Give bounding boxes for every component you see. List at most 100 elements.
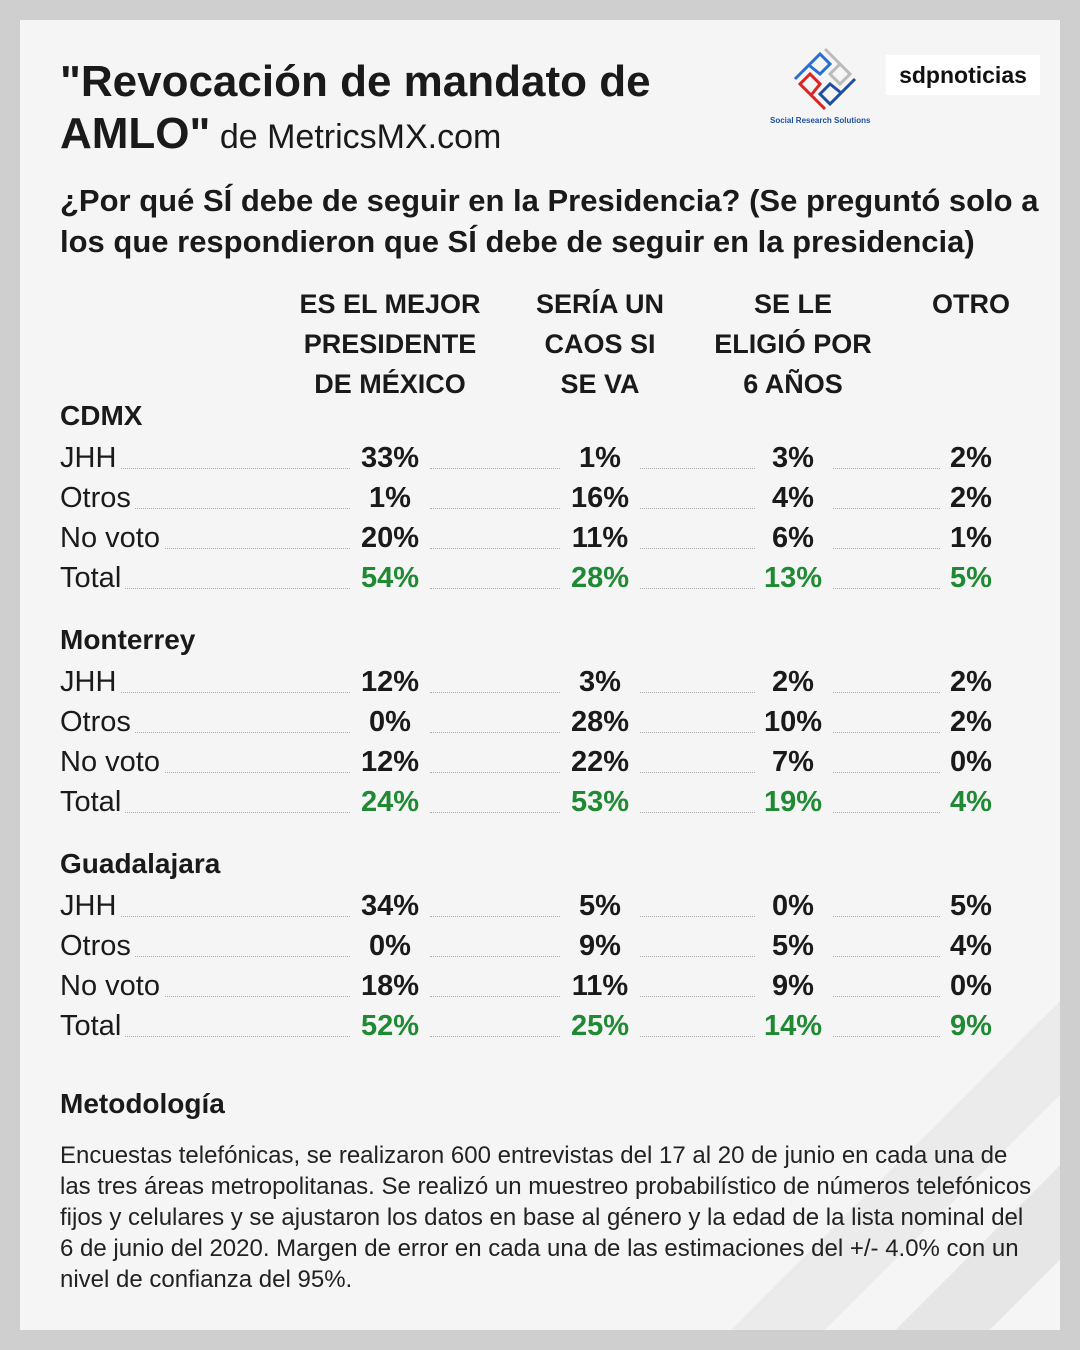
dotted-leader [640, 772, 755, 773]
row-label: Otros [60, 930, 135, 963]
table-row: JHH 12% 3% 2% 2% [60, 666, 1010, 702]
dotted-leader [430, 812, 560, 813]
dotted-leader [60, 548, 350, 549]
dotted-leader [430, 548, 560, 549]
cell-value: 2% [772, 666, 814, 698]
cell-value: 3% [579, 666, 621, 698]
cell-value: 5% [772, 930, 814, 962]
dotted-leader [833, 692, 940, 693]
dotted-leader [60, 468, 350, 469]
dotted-leader [430, 996, 560, 997]
row-label: Otros [60, 706, 135, 739]
cell-value: 1% [369, 482, 411, 514]
total-value: 52% [360, 1010, 420, 1042]
table-row: Total 54% 28% 13% 5% [60, 562, 1010, 598]
row-label: JHH [60, 666, 121, 699]
dotted-leader [430, 732, 560, 733]
dotted-leader [833, 588, 940, 589]
sdpnoticias-logo: sdpnoticias [886, 55, 1040, 95]
dotted-leader [430, 588, 560, 589]
page-title: "Revocación de mandato de AMLO" de Metri… [60, 56, 680, 163]
table-row: Total 52% 25% 14% 9% [60, 1010, 1010, 1046]
dotted-leader [60, 812, 350, 813]
row-label: JHH [60, 890, 121, 923]
srs-logo-icon [793, 47, 857, 111]
title-source: de MetricsMX.com [210, 118, 502, 156]
cell-value: 7% [772, 746, 814, 778]
row-label: No voto [60, 746, 164, 779]
cell-value: 0% [369, 930, 411, 962]
methodology-heading: Metodología [60, 1088, 225, 1119]
survey-question: ¿Por qué SÍ debe de seguir en la Preside… [60, 183, 1039, 259]
dotted-leader [60, 588, 350, 589]
dotted-leader [640, 956, 755, 957]
cell-value: 18% [360, 970, 420, 1002]
dotted-leader [430, 772, 560, 773]
dotted-leader [640, 508, 755, 509]
section-heading: CDMX [60, 400, 143, 431]
cell-value: 2% [950, 706, 992, 738]
dotted-leader [833, 996, 940, 997]
table-row: Otros 1% 16% 4% 2% [60, 482, 1010, 518]
dotted-leader [640, 548, 755, 549]
total-value: 24% [360, 786, 420, 818]
total-value: 13% [763, 562, 823, 594]
table-row: Otros 0% 9% 5% 4% [60, 930, 1010, 966]
dotted-leader [640, 1036, 755, 1037]
dotted-leader [430, 508, 560, 509]
dotted-leader [60, 508, 350, 509]
dotted-leader [833, 772, 940, 773]
cell-value: 4% [950, 930, 992, 962]
dotted-leader [640, 692, 755, 693]
table-row: JHH 33% 1% 3% 2% [60, 442, 1010, 478]
cell-value: 20% [360, 522, 420, 554]
dotted-leader [833, 732, 940, 733]
cell-value: 16% [570, 482, 630, 514]
column-header-caos: SERÍA UN CAOS SI SE VA [535, 289, 665, 399]
dotted-leader [60, 996, 350, 997]
column-header-mejor-presidente: ES EL MEJOR PRESIDENTE DE MÉXICO [299, 289, 481, 399]
dotted-leader [60, 956, 350, 957]
dotted-leader [60, 1036, 350, 1037]
table-row: No voto 12% 22% 7% 0% [60, 746, 1010, 782]
table-row: No voto 18% 11% 9% 0% [60, 970, 1010, 1006]
total-value: 14% [763, 1010, 823, 1042]
dotted-leader [833, 508, 940, 509]
cell-value: 2% [950, 666, 992, 698]
dotted-leader [60, 916, 350, 917]
cell-value: 10% [763, 706, 823, 738]
cell-value: 12% [360, 746, 420, 778]
title-main: "Revocación de mandato de AMLO" [60, 57, 651, 158]
dotted-leader [640, 732, 755, 733]
column-header-eligio: SE LE ELIGIÓ POR 6 AÑOS [714, 289, 872, 399]
dotted-leader [60, 732, 350, 733]
cell-value: 9% [579, 930, 621, 962]
cell-value: 22% [570, 746, 630, 778]
table-row: Total 24% 53% 19% 4% [60, 786, 1010, 822]
row-label: Total [60, 562, 126, 595]
row-label: JHH [60, 442, 121, 475]
srs-logo-text: Social Research Solutions [770, 116, 871, 125]
cell-value: 28% [570, 706, 630, 738]
total-value: 28% [570, 562, 630, 594]
cell-value: 33% [360, 442, 420, 474]
dotted-leader [833, 548, 940, 549]
table-row: JHH 34% 5% 0% 5% [60, 890, 1010, 926]
total-value: 53% [570, 786, 630, 818]
dotted-leader [430, 916, 560, 917]
table-row: No voto 20% 11% 6% 1% [60, 522, 1010, 558]
dotted-leader [833, 1036, 940, 1037]
dotted-leader [640, 996, 755, 997]
social-research-solutions-logo: Social Research Solutions [768, 40, 878, 130]
column-header-otro: OTRO [932, 289, 1010, 319]
section-heading: Monterrey [60, 624, 196, 655]
cell-value: 0% [950, 970, 992, 1002]
total-value: 9% [950, 1010, 992, 1042]
total-value: 19% [763, 786, 823, 818]
cell-value: 2% [950, 482, 992, 514]
total-value: 54% [360, 562, 420, 594]
dotted-leader [430, 956, 560, 957]
dotted-leader [640, 588, 755, 589]
cell-value: 5% [950, 890, 992, 922]
table-row: Otros 0% 28% 10% 2% [60, 706, 1010, 742]
